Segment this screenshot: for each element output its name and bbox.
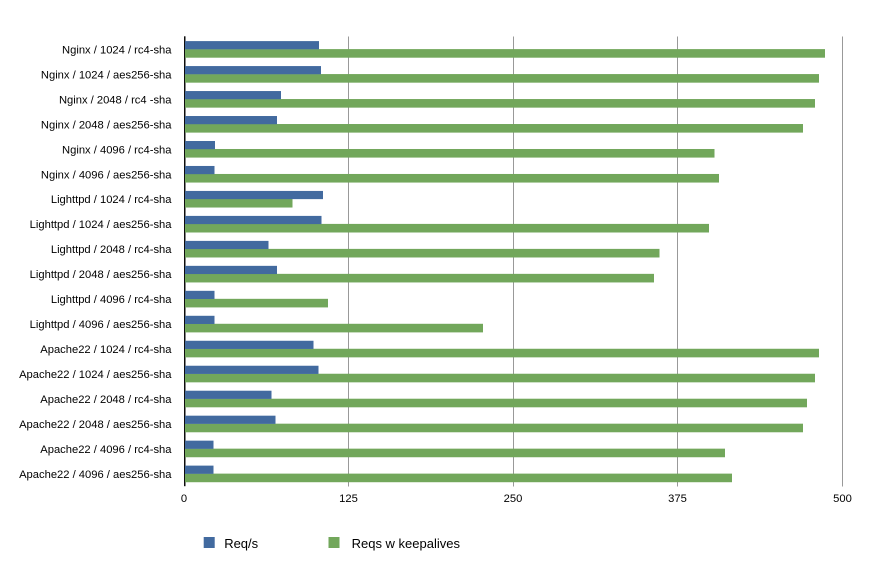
- svg-text:0: 0: [181, 493, 187, 505]
- svg-text:Apache22 / 4096 / aes256-sha: Apache22 / 4096 / aes256-sha: [19, 469, 172, 481]
- svg-text:Nginx / 4096 / aes256-sha: Nginx / 4096 / aes256-sha: [41, 169, 172, 181]
- svg-text:375: 375: [668, 493, 687, 505]
- svg-text:Apache22 / 2048 / rc4-sha: Apache22 / 2048 / rc4-sha: [40, 394, 172, 406]
- svg-text:Apache22 / 2048 / aes256-sha: Apache22 / 2048 / aes256-sha: [19, 419, 172, 431]
- svg-text:Nginx / 4096 / rc4-sha: Nginx / 4096 / rc4-sha: [62, 144, 172, 156]
- svg-text:Lighttpd / 2048 / rc4-sha: Lighttpd / 2048 / rc4-sha: [51, 244, 172, 256]
- svg-text:Apache22 / 1024 / aes256-sha: Apache22 / 1024 / aes256-sha: [19, 369, 172, 381]
- svg-text:Nginx / 2048 / aes256-sha: Nginx / 2048 / aes256-sha: [41, 119, 172, 131]
- svg-text:Lighttpd / 4096 / rc4-sha: Lighttpd / 4096 / rc4-sha: [51, 294, 172, 306]
- svg-text:250: 250: [504, 493, 523, 505]
- svg-text:Reqs w keepalives: Reqs w keepalives: [352, 536, 461, 551]
- svg-text:125: 125: [339, 493, 358, 505]
- svg-text:Apache22 / 4096 / rc4-sha: Apache22 / 4096 / rc4-sha: [40, 444, 172, 456]
- svg-text:Lighttpd / 4096 / aes256-sha: Lighttpd / 4096 / aes256-sha: [30, 319, 173, 331]
- svg-text:Apache22 / 1024 / rc4-sha: Apache22 / 1024 / rc4-sha: [40, 344, 172, 356]
- svg-text:Nginx / 2048 / rc4 -sha: Nginx / 2048 / rc4 -sha: [59, 94, 172, 106]
- svg-text:Lighttpd / 1024 / rc4-sha: Lighttpd / 1024 / rc4-sha: [51, 194, 172, 206]
- svg-text:Nginx / 1024 / aes256-sha: Nginx / 1024 / aes256-sha: [41, 69, 172, 81]
- svg-text:Lighttpd / 1024 / aes256-sha: Lighttpd / 1024 / aes256-sha: [30, 219, 173, 231]
- svg-text:500: 500: [833, 493, 852, 505]
- svg-text:Req/s: Req/s: [224, 536, 258, 551]
- svg-text:Nginx / 1024 / rc4-sha: Nginx / 1024 / rc4-sha: [62, 44, 172, 56]
- svg-text:Lighttpd / 2048 / aes256-sha: Lighttpd / 2048 / aes256-sha: [30, 269, 173, 281]
